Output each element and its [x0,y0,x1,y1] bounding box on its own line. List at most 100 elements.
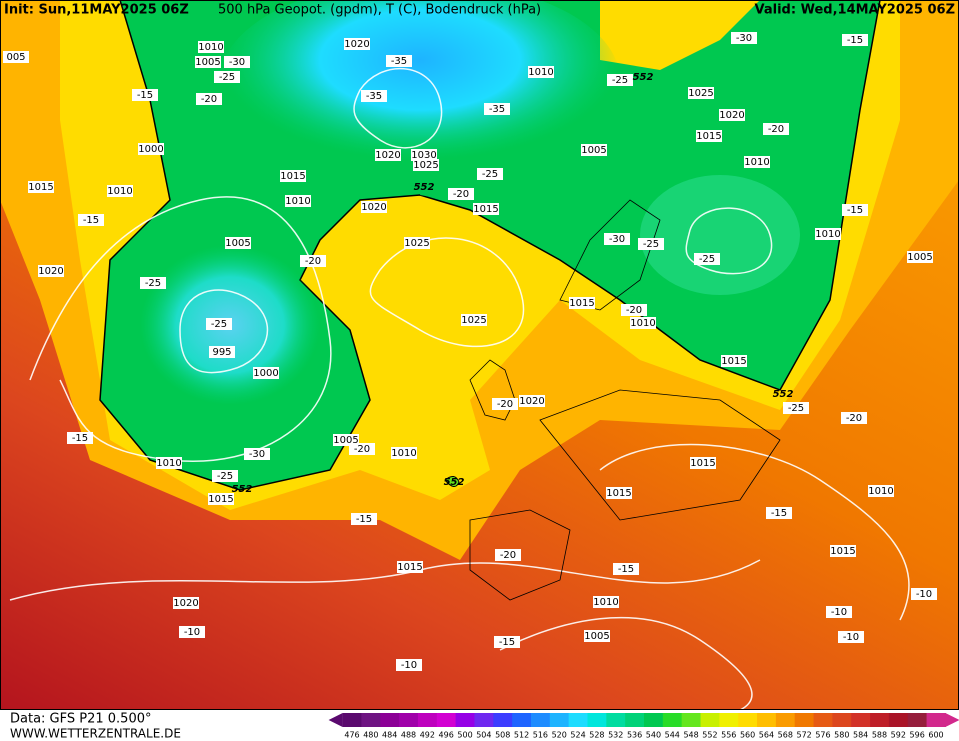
colorbar-tick-label: 496 [439,731,454,740]
label-box [206,318,232,330]
label-box [375,149,401,161]
temperature-label: -15 [356,514,372,525]
colorbar-tick-label: 480 [363,731,378,740]
temperature-label: -15 [137,90,153,101]
isobar-label: 1015 [569,298,594,309]
colorbar-segment [738,713,758,727]
colorbar-segment [493,713,513,727]
label-box [484,103,510,115]
label-box [473,203,499,215]
label-box [132,89,158,101]
temperature-label: -10 [401,660,417,671]
label-box [606,487,632,499]
colorbar-arrow-right [945,713,959,727]
colorbar-segment [888,713,909,727]
label-box [607,74,633,86]
temperature-label: -30 [249,449,265,460]
colorbar-segment [644,713,664,727]
label-box [638,238,664,250]
height-label: 552 [633,72,654,83]
temperature-label: -25 [219,72,235,83]
label-box [300,255,326,267]
label-box [868,485,894,497]
colorbar-segment [794,713,815,727]
colorbar-tick-label: 552 [702,731,717,740]
isobar-label: 1010 [107,186,132,197]
label-box [413,159,439,171]
colorbar-segment [436,713,457,727]
temperature-label: -20 [305,256,321,267]
temperature-label: -25 [145,278,161,289]
colorbar-arrow-left [328,713,343,727]
colorbar-tick-label: 596 [910,731,925,740]
label-box [495,549,521,561]
colorbar-segment [662,713,683,727]
temperature-label: -20 [354,444,370,455]
label-box [569,297,595,309]
temperature-label: -35 [489,104,505,115]
label-box [783,402,809,414]
label-box [613,563,639,575]
temperature-label: -10 [916,589,932,600]
isobar-label: 1015 [696,131,721,142]
isobar-label: 1015 [28,182,53,193]
label-box [3,51,29,63]
isobar-label: 1005 [907,252,932,263]
label-box [830,545,856,557]
colorbar-segment [399,713,419,727]
colorbar-tick-label: 588 [872,731,887,740]
temperature-label: -25 [211,319,227,330]
valid-time: Valid: Wed,14MAY2025 06Z [755,3,955,18]
colorbar-tick-label: 504 [476,731,491,740]
isobar-label: 1010 [630,318,655,329]
label-box [156,457,182,469]
isobar-label: 1015 [690,458,715,469]
temperature-label: -20 [846,413,862,424]
isobar-label: 1015 [830,546,855,557]
isobar-label: 1015 [208,494,233,505]
colorbar-tick-label: 564 [759,731,774,740]
init-time: Init: Sun,11MAY2025 06Z [4,3,189,18]
colorbar-segment [625,713,645,727]
label-box [744,156,770,168]
isobar-label: 1010 [156,458,181,469]
colorbar-tick-label: 536 [627,731,642,740]
label-box [214,71,240,83]
map-background [0,0,959,710]
isobar-label: 1010 [744,157,769,168]
label-box [841,412,867,424]
isobar-label: 1025 [413,160,438,171]
label-box [198,41,224,53]
label-box [696,130,722,142]
label-box [690,457,716,469]
colorbar-tick-label: 600 [928,731,943,740]
colorbar-segment [870,713,890,727]
label-box [763,123,789,135]
temperature-label: -20 [497,399,513,410]
isobar-label: 1010 [391,448,416,459]
temperature-label: -15 [72,433,88,444]
colorbar-segment [851,713,871,727]
isolines [9,68,910,711]
label-box [386,55,412,67]
label-box [140,277,166,289]
colorbar-segment [813,713,833,727]
isobar-label: 1005 [195,57,220,68]
label-box [842,34,868,46]
colorbar-tick-label: 520 [552,731,567,740]
height-label: 552 [444,477,465,488]
label-box [731,32,757,44]
temperature-label: -25 [643,239,659,250]
colorbar-segment [700,713,720,727]
label-box [448,188,474,200]
label-box [78,214,104,226]
isobar-label: 1020 [344,39,369,50]
label-box [461,314,487,326]
temperature-label: -25 [612,75,628,86]
colorbar-segment [530,713,551,727]
temperature-label: -10 [184,627,200,638]
label-box [253,367,279,379]
label-box [224,56,250,68]
colorbar-segment [342,713,362,727]
temperature-label: -35 [366,91,382,102]
